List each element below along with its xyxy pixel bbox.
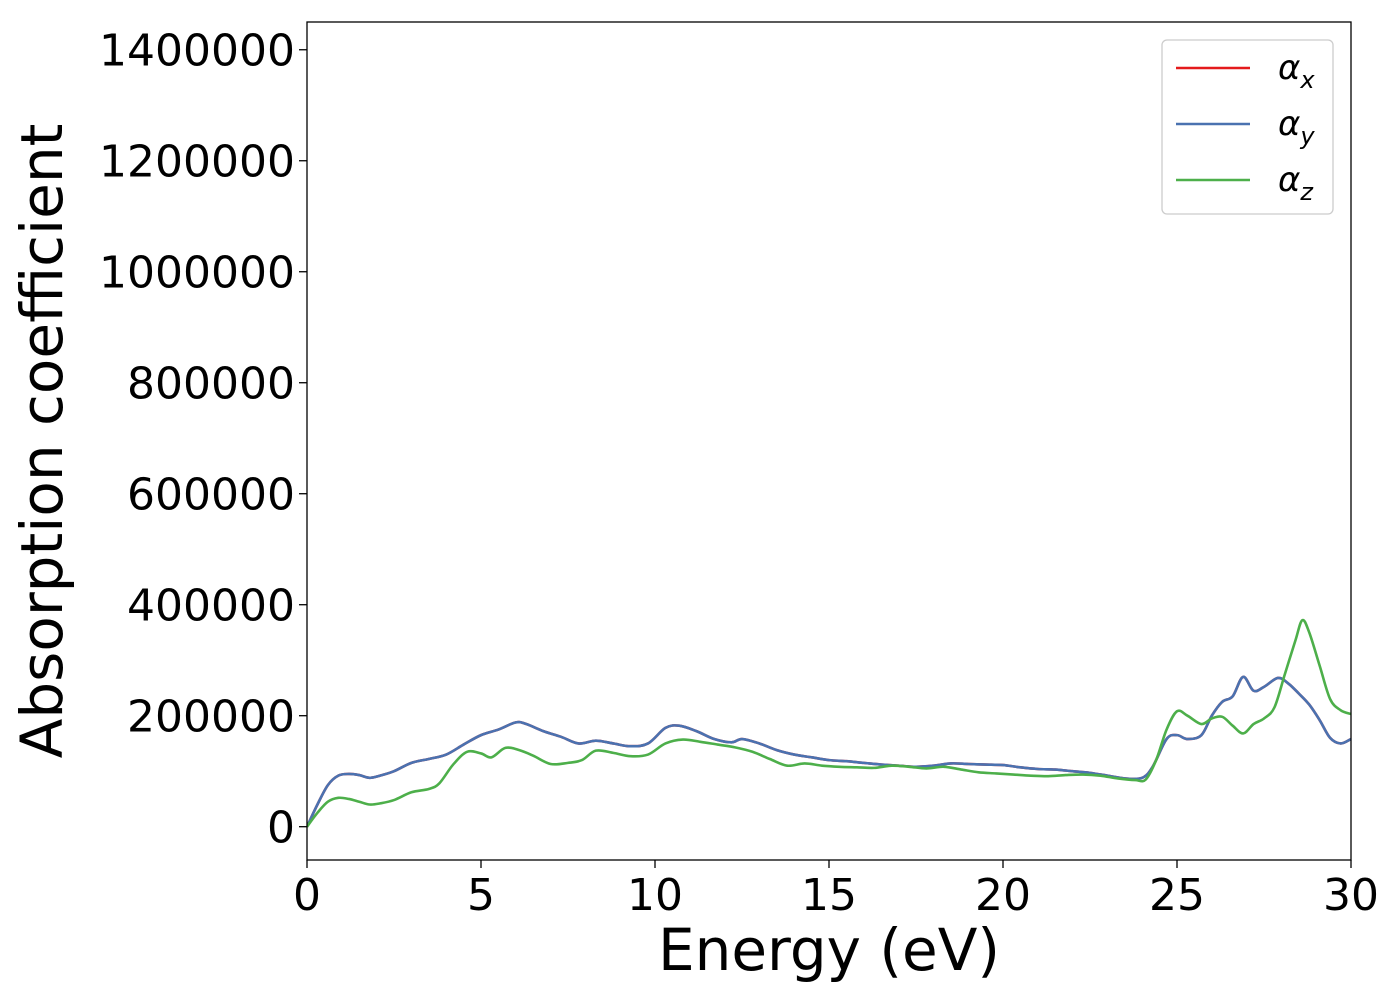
y-tick-label: 800000 <box>127 359 295 410</box>
x-tick-label: 0 <box>293 870 321 921</box>
plot-area <box>307 618 1351 828</box>
y-tick-label: 0 <box>267 803 295 854</box>
y-axis: 0 200000 400000 600000 800000 1000000 1200000 1… <box>99 26 307 854</box>
x-tick-label: 10 <box>627 870 683 921</box>
y-tick-label: 1400000 <box>99 26 295 77</box>
y-tick-label: 1200000 <box>99 137 295 188</box>
y-tick-label: 600000 <box>127 470 295 521</box>
y-tick-label: 1000000 <box>99 248 295 299</box>
x-tick-label: 5 <box>467 870 495 921</box>
x-tick-label: 20 <box>975 870 1031 921</box>
y-axis-label: Absorption coefficient <box>8 124 76 759</box>
x-axis-label: Energy (eV) <box>658 916 1000 984</box>
series-line-z <box>307 618 1351 828</box>
y-tick-label: 400000 <box>127 581 295 632</box>
x-tick-label: 25 <box>1149 870 1205 921</box>
x-axis: 0 5 10 15 20 25 30 <box>293 860 1379 921</box>
legend-box <box>1161 39 1334 215</box>
x-tick-label: 15 <box>801 870 857 921</box>
x-tick-label: 30 <box>1323 870 1379 921</box>
series-line-y <box>307 675 1351 828</box>
y-tick-label: 200000 <box>127 692 295 743</box>
